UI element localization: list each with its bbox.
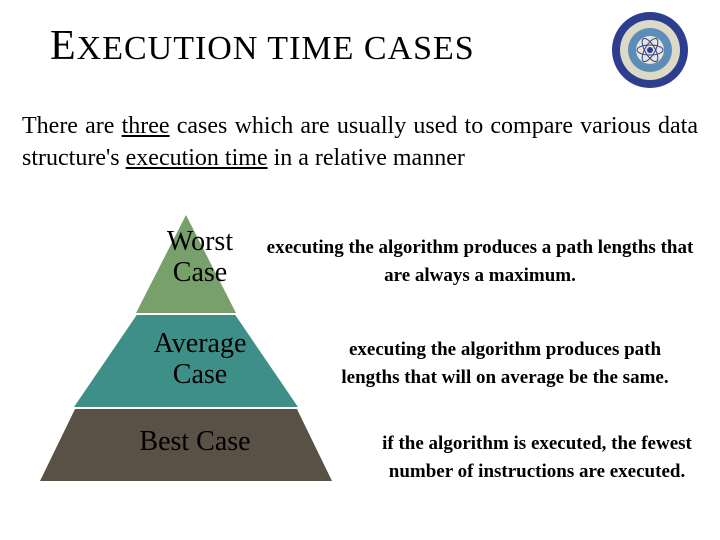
title-first-letter: E [50, 23, 77, 69]
intro-post: in a relative manner [268, 145, 465, 171]
desc-average-case: executing the algorithm produces path le… [320, 336, 690, 391]
desc-worst-case: executing the algorithm produces a path … [260, 234, 700, 289]
institution-logo [610, 10, 690, 90]
label-text: Best Case [139, 426, 250, 457]
pyramid-label-best: Best Case [80, 427, 310, 458]
page-title: EXECUTION TIME CASES [50, 22, 475, 70]
label-text: Worst [167, 226, 233, 257]
label-text: Case [173, 359, 227, 390]
intro-underline-exec: execution time [126, 145, 268, 171]
pyramid-label-average: Average Case [100, 329, 300, 391]
intro-underline-three: three [122, 113, 170, 139]
label-text: Average [154, 328, 247, 359]
logo-svg [610, 10, 690, 90]
desc-best-case: if the algorithm is executed, the fewest… [372, 430, 702, 485]
pyramid-label-worst: Worst Case [140, 227, 260, 289]
intro-paragraph: There are three cases which are usually … [22, 110, 698, 175]
intro-pre: There are [22, 113, 122, 139]
label-text: Case [173, 257, 227, 288]
title-rest: XECUTION TIME CASES [77, 30, 475, 67]
